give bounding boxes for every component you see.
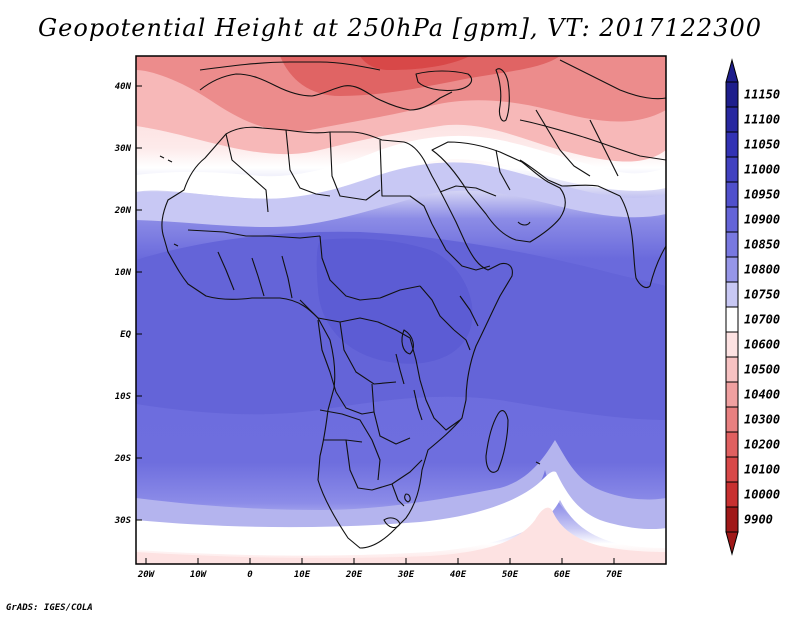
colorbar-segment <box>725 506 739 533</box>
lat-label: 20S <box>114 454 132 464</box>
lon-label: 10E <box>294 570 311 580</box>
colorbar-label: 10800 <box>744 263 780 277</box>
lon-label: 20W <box>137 570 156 580</box>
colorbar-label: 10900 <box>744 213 780 227</box>
lon-label: 10W <box>190 570 208 580</box>
coastlines-and-borders <box>159 59 666 549</box>
axis-ticks <box>136 85 615 564</box>
lat-label: 30N <box>114 144 132 154</box>
colorbar-label: 10300 <box>744 413 780 427</box>
colorbar-segment <box>725 406 739 433</box>
southern-lavender-band <box>136 440 666 544</box>
lat-label: 20N <box>114 206 132 216</box>
lon-label: 40E <box>450 570 467 580</box>
colorbar-label: 10100 <box>744 463 780 477</box>
lat-label: 10S <box>115 392 132 402</box>
colorbar-label: 10000 <box>744 488 780 502</box>
colorbar-label: 10200 <box>744 438 780 452</box>
northern-low-innermost <box>360 56 470 70</box>
colorbar-segment <box>725 206 739 233</box>
lon-label: 30E <box>397 570 415 580</box>
colorbar-segment <box>725 381 739 408</box>
colorbar-label: 10500 <box>744 363 780 377</box>
lat-label: EQ <box>120 330 131 340</box>
lat-label: 40N <box>115 82 132 92</box>
lon-label: 70E <box>606 570 623 580</box>
colorbar: 11150 11100 11050 11000 10950 10900 10850 10800… <box>725 58 780 556</box>
colorbar-label: 11000 <box>744 163 780 177</box>
colorbar-segment <box>725 131 739 158</box>
colorbar-max-arrow <box>725 58 739 83</box>
colorbar-label: 10950 <box>744 188 780 202</box>
lavender-band <box>136 162 666 228</box>
map-title: Geopotential Height at 250hPa [gpm], VT:… <box>38 14 762 42</box>
colorbar-segment <box>725 306 739 333</box>
grads-credit: GrADS: IGES/COLA <box>6 603 93 613</box>
colorbar-segment <box>725 106 739 133</box>
colorbar-label: 10700 <box>744 313 780 327</box>
southern-low-band <box>136 507 666 564</box>
colorbar-min-arrow <box>725 531 739 556</box>
colorbar-label: 11050 <box>744 138 780 152</box>
lat-label: 10N <box>115 268 132 278</box>
southern-pale-band <box>136 471 666 556</box>
colorbar-segment <box>725 331 739 358</box>
colorbar-label: 10850 <box>744 238 780 252</box>
lon-label: 50E <box>502 570 519 580</box>
colorbar-label: 9900 <box>744 513 773 527</box>
colorbar-segment <box>725 431 739 458</box>
colorbar-segment <box>725 256 739 283</box>
colorbar-segment <box>725 481 739 508</box>
colorbar-label: 10400 <box>744 388 780 402</box>
colorbar-label: 10600 <box>744 338 780 352</box>
lon-label: 0 <box>247 570 253 580</box>
lat-label: 30S <box>114 516 132 526</box>
colorbar-label: 10750 <box>744 288 780 302</box>
colorbar-segment <box>725 156 739 183</box>
height-field <box>136 56 666 564</box>
lon-label: 60E <box>554 570 571 580</box>
northern-low-core <box>136 56 666 132</box>
lon-label: 20E <box>345 570 363 580</box>
tropical-high-inner <box>316 238 473 364</box>
colorbar-label: 11150 <box>744 88 780 102</box>
plot-frame <box>135 55 667 565</box>
colorbar-segment <box>725 81 739 108</box>
colorbar-label: 11100 <box>744 113 780 127</box>
colorbar-segment <box>725 231 739 258</box>
colorbar-segment <box>725 356 739 383</box>
colorbar-segment <box>725 281 739 308</box>
transition-band <box>136 135 666 199</box>
colorbar-segment <box>725 181 739 208</box>
colorbar-segment <box>725 456 739 483</box>
